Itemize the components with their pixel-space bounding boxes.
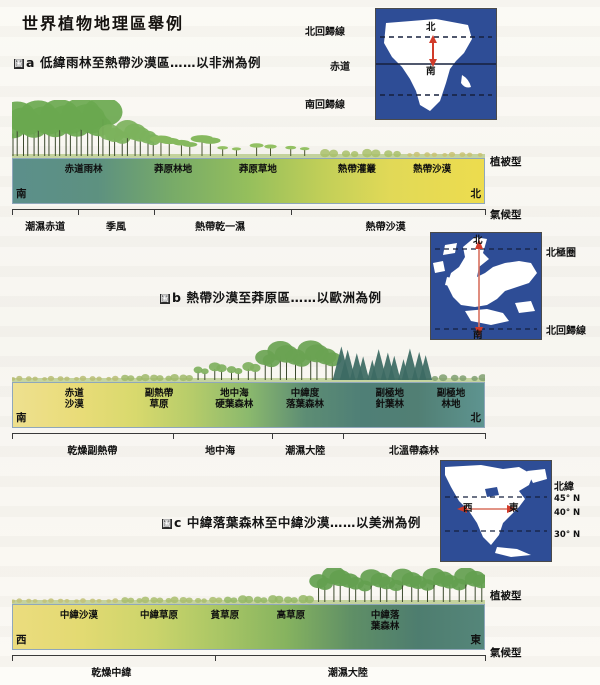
figure-a-map-south: 南 [426,66,436,77]
figure-b-climate-line [12,433,485,434]
figure-c-climate-line [12,655,485,656]
figure-c-climate-axis: 乾燥中緯 潮濕大陸 [12,655,486,685]
figure-a-band-3: 熱帶灌叢 [337,164,376,175]
figure-b-climate-tick-4 [485,433,486,439]
figure-c-map-east: 東 [509,503,519,514]
figure-b-climate-tick-2 [272,433,274,439]
figure-c-climate-tick-2 [485,655,486,661]
figure-a-vegetation-silhouette [12,100,485,158]
figure-a-climate-1: 季風 [106,222,127,233]
figure-b-letter: b [172,290,182,305]
figure-a-band-2: 莽原草地 [238,164,277,175]
figure-a-letter: a [26,55,35,70]
figure-b-climate-1: 地中海 [205,446,236,457]
figure-c-end-right: 東 [470,634,482,646]
figure-c-map-label-40n: 40° N [554,508,581,518]
figure-a-climate-axis: 潮濕赤道 季風 熱帶乾一濕 熱帶沙漠 [12,209,486,239]
figure-b-climate-0: 乾燥副熱帶 [67,446,118,457]
figure-c-letter: c [174,515,182,530]
north-america-map-graphic [441,461,551,561]
figure-a-profile: 赤道雨林 莽原林地 莽原草地 熱帶灌叢 熱帶沙漠 南 北 潮濕赤道 季風 熱帶乾… [12,100,486,239]
figure-c-caption: 圖 c 中緯落葉森林至中緯沙漠……以美洲為例 [162,512,421,531]
figure-b-profile: 赤道 沙漠 副熱帶 草原 地中海 硬葉森林 中緯度 落葉森林 副極地 針葉林 副… [12,340,486,463]
figure-c-band-1: 中緯草原 [139,610,179,621]
figure-c-caption-text: 中緯落葉森林至中緯沙漠……以美洲為例 [186,515,421,530]
figure-c-climate-note: 氣候型 [490,647,522,659]
figure-b-climate-3: 北溫帶森林 [389,446,440,457]
europe-map-graphic [431,233,541,339]
figure-a-climate-tick-2 [153,209,155,215]
figure-b-band-2: 地中海 硬葉森林 [215,388,254,410]
figure-b-map: 北 南 [430,232,542,340]
figure-a-climate-tick-1 [78,209,80,215]
figure-a-climate-0: 潮濕赤道 [25,222,66,233]
figure-b-vegetation-silhouette [12,340,485,382]
figure-a-band-1: 莽原林地 [154,164,193,175]
figure-a-end-left: 南 [16,188,27,200]
figure-a-map-label-equator: 赤道 [330,62,350,73]
figure-a-climate-tick-3 [291,209,293,215]
figure-a-climate-note: 氣候型 [490,209,522,221]
figure-a-climate-2: 熱帶乾一濕 [195,222,246,233]
figure-a-map-north: 北 [426,22,436,33]
figure-b-climate-tick-1 [172,433,174,439]
figure-square-icon: 圖 [14,59,24,69]
figure-b-map-label-cancer: 北回歸線 [546,326,586,337]
figure-a-climate-tick-4 [485,209,486,215]
figure-a-band-bar: 赤道雨林 莽原林地 莽原草地 熱帶灌叢 熱帶沙漠 南 北 [12,158,485,204]
figure-a-caption: 圖 a 低緯雨林至熱帶沙漠區……以非洲為例 [14,52,261,71]
figure-b-map-label-arctic: 北極圈 [546,248,576,259]
figure-b-band-4: 副極地 針葉林 [375,388,405,410]
figure-a-end-right: 北 [470,188,482,200]
figure-c-climate-tick-1 [215,655,217,661]
figure-c-map-label-latitude: 北緯 [554,482,574,493]
figure-b-caption: 圖 b 熱帶沙漠至莽原區……以歐洲為例 [160,287,381,306]
figure-c-band-bar: 中緯沙漠 中緯草原 貧草原 高草原 中緯落 葉森林 西 東 [12,604,485,650]
figure-c-band-2: 貧草原 [210,610,240,621]
figure-c-map-west: 西 [463,503,473,514]
figure-c-map-label-45n: 45° N [554,494,581,504]
figure-a-climate-line [12,209,485,210]
figure-c-climate-tick-0 [12,655,13,661]
figure-b-band-0: 赤道 沙漠 [64,388,84,410]
figure-c-band-4: 中緯落 葉森林 [370,610,400,632]
figure-a-climate-3: 熱帶沙漠 [365,222,406,233]
figure-a-vegetation-note: 植被型 [490,156,522,168]
figure-a-band-0: 赤道雨林 [64,164,103,175]
figure-c-band-0: 中緯沙漠 [59,610,98,621]
figure-c-band-3: 高草原 [276,610,306,621]
figure-c-profile: 中緯沙漠 中緯草原 貧草原 高草原 中緯落 葉森林 西 東 乾燥中緯 潮濕大陸 [12,568,486,685]
figure-c-climate-0: 乾燥中緯 [91,668,132,679]
figure-b-climate-axis: 乾燥副熱帶 地中海 潮濕大陸 北溫帶森林 [12,433,486,463]
figure-b-climate-2: 潮濕大陸 [285,446,326,457]
figure-b-end-left: 南 [16,412,27,424]
figure-c-vegetation-note: 植被型 [490,590,522,602]
figure-b-band-bar: 赤道 沙漠 副熱帶 草原 地中海 硬葉森林 中緯度 落葉森林 副極地 針葉林 副… [12,382,485,428]
figure-square-icon-b: 圖 [160,294,170,304]
figure-a-climate-tick-0 [12,209,13,215]
figure-c-vegetation-silhouette [12,568,485,604]
figure-b-band-5: 副極地 林地 [436,388,466,410]
figure-square-icon-c: 圖 [162,519,172,529]
figure-a-band-4: 熱帶沙漠 [413,164,452,175]
page-title: 世界植物地理區舉例 [22,14,185,33]
figure-b-band-1: 副熱帶 草原 [144,388,174,410]
figure-b-band-3: 中緯度 落葉森林 [286,388,325,410]
figure-c-climate-1: 潮濕大陸 [327,668,368,679]
worksheet-sheet: 世界植物地理區舉例 圖 a 低緯雨林至熱帶沙漠區……以非洲為例 北 南 北回歸線 赤… [12,8,586,679]
figure-c-map-label-30n: 30° N [554,530,581,540]
figure-b-climate-tick-0 [12,433,13,439]
figure-b-caption-text: 熱帶沙漠至莽原區……以歐洲為例 [186,290,382,305]
figure-b-climate-tick-3 [343,433,345,439]
figure-c-end-left: 西 [16,634,27,646]
figure-a-caption-text: 低緯雨林至熱帶沙漠區……以非洲為例 [39,55,261,70]
figure-a-map-label-cancer: 北回歸線 [305,27,345,38]
figure-c-map: 西 東 [440,460,552,562]
figure-b-map-south: 南 [473,330,483,340]
figure-b-map-north: 北 [473,235,483,246]
figure-b-end-right: 北 [470,412,482,424]
